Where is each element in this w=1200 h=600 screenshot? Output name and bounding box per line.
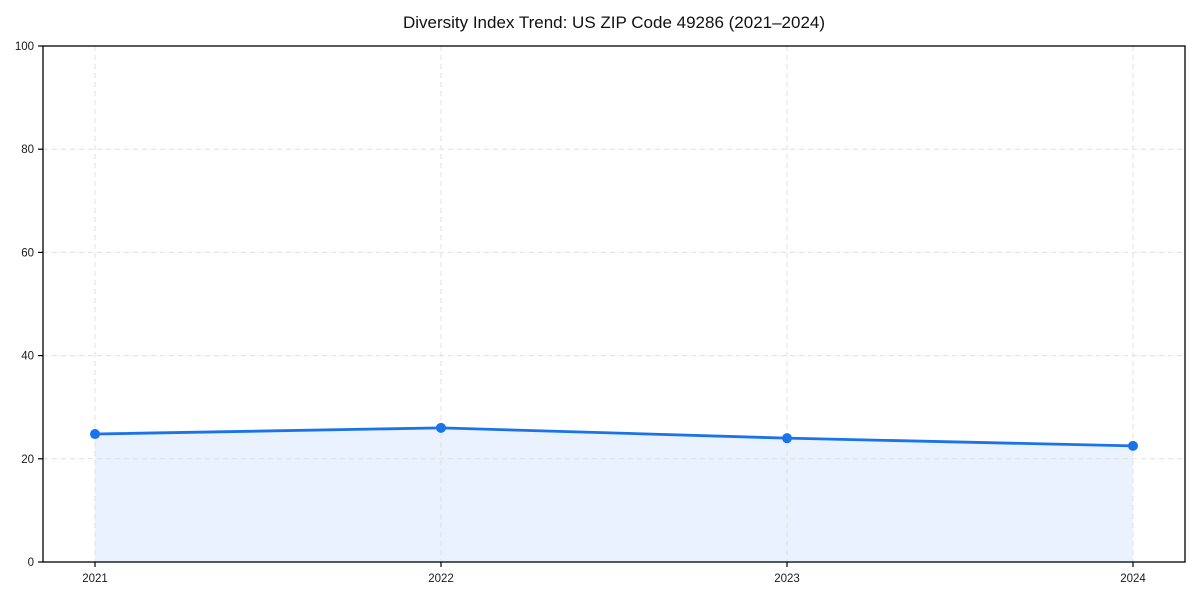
data-point (436, 422, 446, 433)
data-point (782, 433, 792, 444)
y-tick-label: 0 (28, 557, 34, 569)
data-point (90, 429, 100, 440)
x-tick-label: 2022 (428, 573, 454, 585)
trend-line (93, 426, 1135, 448)
plot-border (42, 45, 1186, 563)
y-tick-label: 60 (21, 247, 34, 259)
y-tick-label: 20 (21, 454, 34, 466)
x-tick-label: 2023 (774, 573, 800, 585)
data-point (1128, 440, 1138, 451)
y-tick-label: 40 (21, 351, 34, 363)
area-fill (95, 427, 1133, 562)
chart-title: Diversity Index Trend: US ZIP Code 49286… (402, 13, 826, 32)
x-tick-label: 2024 (1120, 573, 1146, 585)
y-tick-label: 80 (21, 144, 34, 156)
x-tick-label: 2021 (82, 573, 108, 585)
y-tick-label: 100 (15, 41, 34, 53)
